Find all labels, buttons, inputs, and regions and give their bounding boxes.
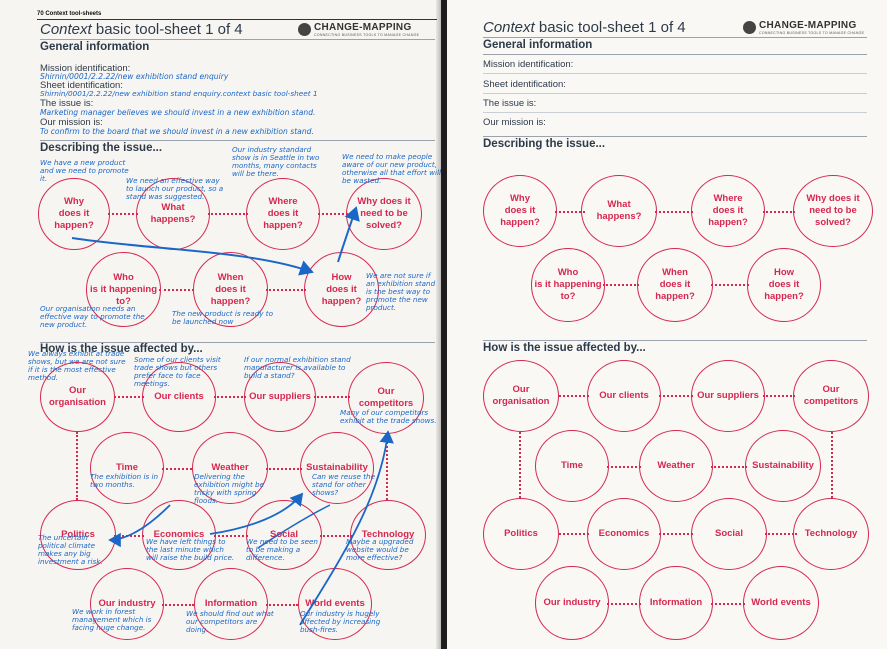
- note-weather: Delivering the exhibition might be trick…: [194, 472, 265, 505]
- arrow-economics-to-politics: [108, 504, 171, 548]
- blank-circle-what-happens: What happens?: [581, 175, 657, 247]
- mission-value: To confirm to the board that we should i…: [40, 127, 314, 136]
- circle-our-industry: Our industry: [90, 568, 164, 640]
- blank-circle-our-organisation: Our organisation: [483, 360, 559, 432]
- note-suppliers: If our normal exhibition stand manufactu…: [244, 355, 351, 380]
- note-sustainability: Can we reuse the stand for other shows?: [312, 472, 376, 497]
- note-time: The exhibition is in two months.: [90, 472, 159, 489]
- blank-circle-our-suppliers: Our suppliers: [691, 360, 765, 432]
- circle-weather: Weather: [192, 432, 268, 504]
- blank-circle-technology: Technology: [793, 498, 869, 570]
- note-why: We have a new product and we need to pro…: [40, 158, 129, 183]
- note-organisation: We always exhibit at trade shows, but we…: [28, 349, 126, 382]
- right-page-blank: Context basic tool-sheet 1 of 4 CHANGE-M…: [447, 0, 887, 649]
- note-social: We need to be seen to be making a differ…: [246, 537, 318, 562]
- mission-label-blank: Our mission is:: [483, 117, 546, 128]
- arrow-how-to-need: [337, 206, 360, 263]
- note-how: We are not sure if an exhibition stand i…: [366, 271, 436, 312]
- note-industry: We work in forest management which is fa…: [72, 607, 152, 632]
- affected-heading: How is the issue affected by...: [40, 343, 203, 355]
- note-technology: Maybe a upgraded website would be more e…: [346, 537, 414, 562]
- handwritten-arrows: [71, 206, 394, 626]
- sheet-title-blank: Context basic tool-sheet 1 of 4: [483, 19, 686, 36]
- describing-heading: Describing the issue...: [40, 142, 163, 154]
- note-when: The new product is ready to be launched …: [172, 309, 274, 326]
- circle-our-organisation: Our organisation: [40, 362, 115, 432]
- note-world-events: Our industry is hugely affected by incre…: [300, 609, 381, 634]
- sheet-title: Context basic tool-sheet 1 of 4: [40, 21, 243, 38]
- circle-sustainability: Sustainability: [300, 432, 374, 504]
- affected-heading-blank: How is the issue affected by...: [483, 342, 646, 354]
- mission-label: Our mission is:: [40, 117, 103, 128]
- issue-label-blank: The issue is:: [483, 98, 537, 109]
- note-economics: We have left things to the last minute w…: [146, 537, 235, 562]
- circle-why-does-it-happen: Why does it happen?: [38, 178, 110, 250]
- note-who: Our organisation needs an effective way …: [40, 304, 145, 329]
- logo-mark-icon: [743, 21, 756, 34]
- blank-circle-economics: Economics: [587, 498, 661, 570]
- mission-id-label: Mission identification:: [40, 63, 131, 74]
- general-info-heading-blank: General information: [483, 39, 593, 51]
- arrow-social-link: [257, 504, 331, 549]
- blank-circle-weather: Weather: [639, 430, 713, 502]
- left-page-filled: 70 Context tool-sheets Context basic too…: [0, 0, 441, 649]
- note-politics: The uncertain political climate makes an…: [38, 533, 103, 566]
- logo-mark-icon: [298, 23, 311, 36]
- note-where: Our industry standard show is in Seattle…: [232, 145, 320, 178]
- issue-label: The issue is:: [40, 98, 94, 109]
- sheet-id-label-blank: Sheet identification:: [483, 79, 566, 90]
- arrow-economics-to-sustainability: [209, 492, 304, 535]
- blank-circle-why-need-to-be-solved: Why does it need to be solved?: [793, 175, 873, 247]
- blank-circle-how-does-it-happen: How does it happen?: [747, 248, 821, 322]
- general-info-heading: General information: [40, 41, 150, 53]
- arrow-world-to-competitors: [299, 430, 394, 626]
- blank-circle-time: Time: [535, 430, 609, 502]
- mission-id-label-blank: Mission identification:: [483, 59, 574, 70]
- circle-where-does-it-happen: Where does it happen?: [246, 178, 320, 250]
- circle-technology: Technology: [350, 500, 426, 570]
- mission-id-value: Shirnin/0001/2.2.22/new exhibition stand…: [40, 72, 229, 81]
- blank-circle-when-does-it-happen: When does it happen?: [637, 248, 713, 322]
- sheet-id-value: Shirnin/0001/2.2.22/new exhibition stand…: [40, 89, 318, 98]
- issue-value: Marketing manager believes we should inv…: [40, 108, 316, 117]
- circle-who-is-it-happening-to: Who is it happening to?: [86, 252, 161, 327]
- note-clients: Some of our clients visit trade shows bu…: [134, 355, 221, 388]
- note-what: We need an effective way to launch our p…: [126, 176, 224, 201]
- circle-our-suppliers: Our suppliers: [244, 362, 316, 432]
- blank-circle-our-clients: Our clients: [587, 360, 661, 432]
- blank-circle-our-industry: Our industry: [535, 566, 609, 640]
- blank-circle-who-is-it-happening-to: Who is it happening to?: [531, 248, 605, 322]
- circle-economics: Economics: [142, 500, 216, 570]
- blank-circle-politics: Politics: [483, 498, 559, 570]
- note-information: We should find out what our competitors …: [186, 609, 274, 634]
- blank-circle-sustainability: Sustainability: [745, 430, 821, 502]
- blank-circle-where-does-it-happen: Where does it happen?: [691, 175, 765, 247]
- running-head: 70 Context tool-sheets: [37, 11, 102, 17]
- circle-social: Social: [246, 500, 322, 570]
- blank-circle-why-does-it-happen: Why does it happen?: [483, 175, 557, 247]
- blank-circle-information: Information: [639, 566, 713, 640]
- blank-circle-world-events: World events: [743, 566, 819, 640]
- note-competitors: Many of our competitors exhibit at the t…: [340, 408, 437, 425]
- describing-heading-blank: Describing the issue...: [483, 138, 606, 150]
- blank-circle-social: Social: [691, 498, 767, 570]
- circle-our-clients: Our clients: [142, 362, 216, 432]
- circle-when-does-it-happen: When does it happen?: [193, 252, 268, 327]
- sheet-id-label: Sheet identification:: [40, 80, 123, 91]
- note-need: We need to make people aware of our new …: [342, 152, 441, 185]
- circle-information: Information: [194, 568, 268, 640]
- arrow-why-to-how: [71, 237, 314, 276]
- circle-time: Time: [90, 432, 164, 504]
- blank-circle-our-competitors: Our competitors: [793, 360, 869, 432]
